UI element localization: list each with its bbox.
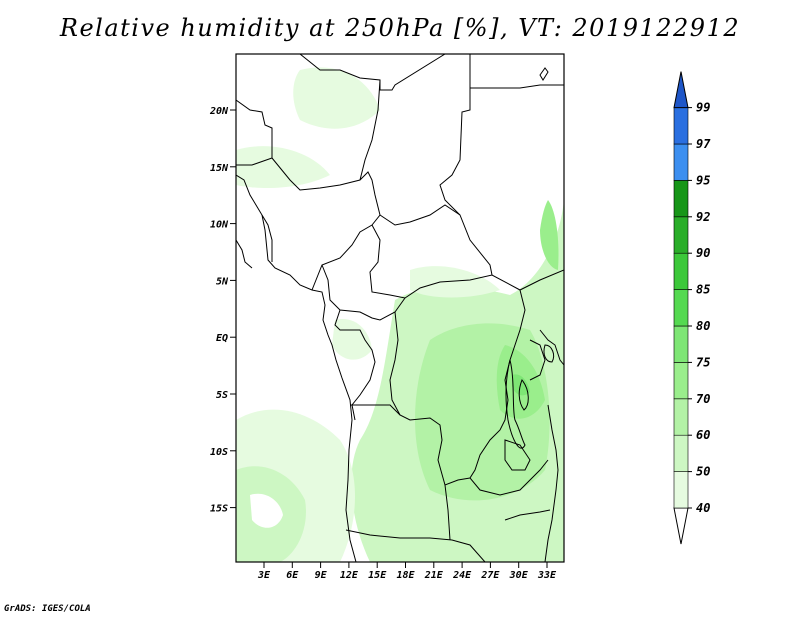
lon-tick-label: 24E xyxy=(452,570,472,581)
colorbar-label: 92 xyxy=(696,210,710,224)
humidity-area-north xyxy=(293,67,380,129)
lat-tick-label: 10N xyxy=(210,220,229,231)
border xyxy=(469,289,549,496)
humidity-area-80b xyxy=(540,200,559,270)
lat-tick-label: 5N xyxy=(216,276,229,287)
colorbar-segment xyxy=(673,180,689,218)
lat-tick-label: 15S xyxy=(210,504,228,515)
credit-text: GrADS: IGES/COLA xyxy=(4,604,91,614)
border xyxy=(236,239,253,269)
border xyxy=(369,224,564,299)
colorbar-label: 99 xyxy=(696,101,710,115)
humidity-shading xyxy=(236,67,564,562)
colorbar-label: 90 xyxy=(696,246,710,260)
humidity-area-sw3 xyxy=(250,493,283,528)
lon-tick-label: 18E xyxy=(396,570,415,581)
lon-tick-label: 15E xyxy=(368,570,387,581)
colorbar-label: 60 xyxy=(696,428,710,442)
colorbar-segment xyxy=(673,434,689,472)
border xyxy=(379,204,461,226)
colorbar-segment xyxy=(673,325,689,363)
border xyxy=(236,99,273,166)
border xyxy=(359,79,381,181)
lake xyxy=(518,379,529,411)
colorbar-label: 97 xyxy=(696,137,711,151)
border xyxy=(439,54,493,276)
colorbar-label: 95 xyxy=(696,173,710,187)
border xyxy=(504,509,551,521)
humidity-area-north2 xyxy=(236,146,330,188)
colorbar-segment xyxy=(673,216,689,254)
colorbar-label: 80 xyxy=(696,319,710,333)
colorbar-segment xyxy=(673,252,689,290)
border xyxy=(350,404,401,416)
colorbar-label: 40 xyxy=(696,501,710,515)
latitude-axis: 20N 15N 10N 5N EQ 5S 10S 15S xyxy=(209,106,236,515)
map-frame xyxy=(235,53,565,563)
lon-tick-label: 27E xyxy=(480,570,500,581)
border xyxy=(334,309,376,421)
border xyxy=(271,157,381,291)
lon-tick-label: 21E xyxy=(424,570,444,581)
border xyxy=(529,339,546,381)
border xyxy=(539,329,564,366)
border xyxy=(389,311,471,486)
lake xyxy=(543,344,555,363)
colorbar-label: 70 xyxy=(696,392,710,406)
colorbar-segment xyxy=(673,398,689,436)
colorbar-segment xyxy=(673,143,689,181)
colorbar: 40 50 60 70 75 80 85 90 92 95 97 99 xyxy=(673,71,711,545)
border xyxy=(504,439,531,471)
lat-tick-label: 5S xyxy=(216,390,228,401)
lon-tick-label: 3E xyxy=(257,570,271,581)
lake xyxy=(539,67,549,81)
longitude-axis: 3E 6E 9E 12E 15E 18E 21E 24E 27E 30E 33E xyxy=(257,562,557,581)
lon-tick-label: 30E xyxy=(509,570,529,581)
border xyxy=(544,404,559,562)
lon-tick-label: 9E xyxy=(315,570,328,581)
lat-tick-label: 10S xyxy=(210,447,228,458)
lat-tick-label: EQ xyxy=(216,333,228,344)
country-boundaries xyxy=(236,54,564,562)
lake xyxy=(505,359,526,449)
humidity-area-central xyxy=(332,319,372,360)
humidity-area-north-coast xyxy=(410,266,500,298)
border xyxy=(345,529,486,562)
colorbar-lower-arrow xyxy=(673,507,689,545)
lon-tick-label: 12E xyxy=(340,570,359,581)
colorbar-segment xyxy=(673,289,689,327)
colorbar-segment xyxy=(673,471,689,509)
lat-tick-label: 15N xyxy=(210,163,229,174)
border xyxy=(261,214,273,262)
humidity-area-85 xyxy=(512,374,530,396)
chart-title: Relative humidity at 250hPa [%], VT: 201… xyxy=(59,14,741,42)
border xyxy=(470,84,564,89)
border xyxy=(444,484,451,541)
colorbar-label: 75 xyxy=(696,355,710,369)
lon-tick-label: 6E xyxy=(286,570,299,581)
colorbar-segment xyxy=(673,362,689,400)
colorbar-label: 50 xyxy=(696,465,710,479)
lat-tick-label: 20N xyxy=(209,106,229,117)
colorbar-upper-arrow xyxy=(673,71,689,109)
border xyxy=(321,264,406,321)
colorbar-label: 85 xyxy=(696,283,710,297)
lon-tick-label: 33E xyxy=(537,570,557,581)
colorbar-segment xyxy=(673,107,689,145)
